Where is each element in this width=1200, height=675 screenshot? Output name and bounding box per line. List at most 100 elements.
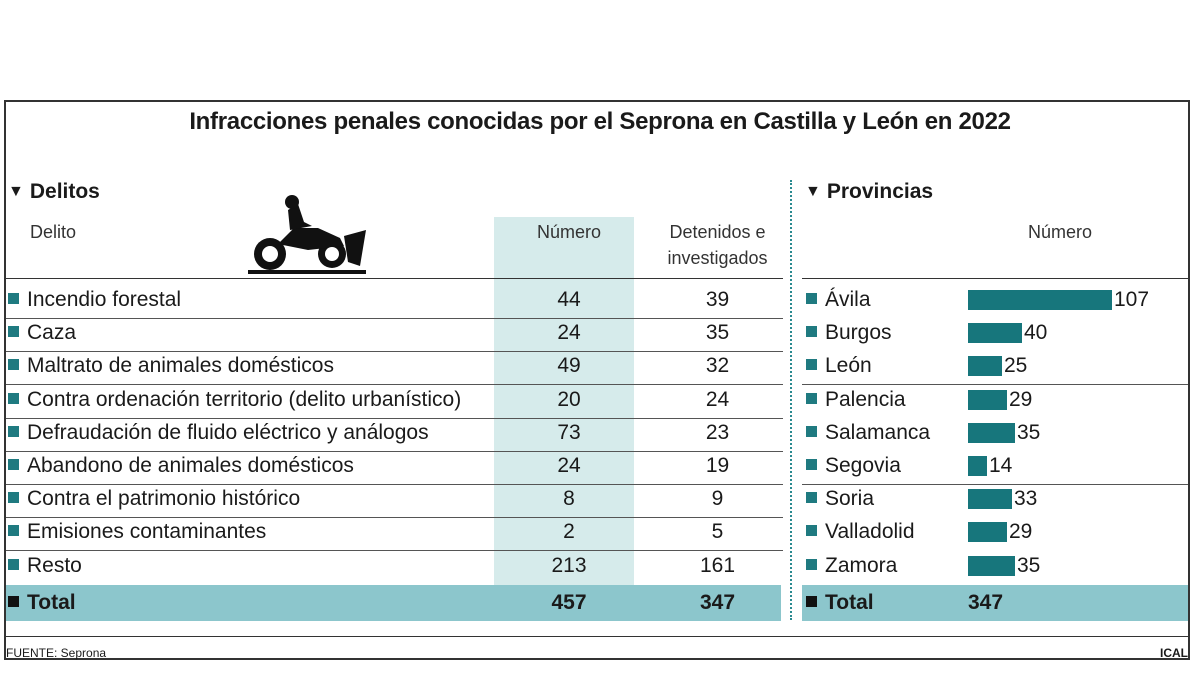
- delitos-total-numero: 457: [551, 591, 587, 614]
- section-divider: [790, 180, 792, 620]
- col-delito-header: Delito: [30, 222, 77, 242]
- delito-label-text: Emisiones contaminantes: [27, 520, 267, 544]
- delito-numero: 2: [563, 520, 575, 544]
- delito-numero: 8: [563, 487, 575, 511]
- delito-detenidos: 32: [705, 354, 730, 378]
- delito-label: Abandono de animales domésticos: [8, 454, 354, 478]
- square-bullet-icon: [806, 525, 817, 537]
- col-detenidos-header-line2: investigados: [667, 248, 768, 268]
- province-bar: [968, 522, 1007, 543]
- province-label: Valladolid: [806, 520, 915, 544]
- prov-group-rule: [802, 384, 1188, 386]
- square-bullet-icon: [806, 359, 817, 371]
- prov-group-rule: [802, 484, 1188, 485]
- delito-numero: 213: [551, 553, 587, 577]
- square-bullet-icon: [8, 558, 19, 570]
- delitos-total-label: Total: [8, 591, 76, 615]
- square-bullet-icon: [8, 392, 19, 404]
- province-label: Salamanca: [806, 421, 930, 445]
- provincias-heading: ▼ Provincias: [805, 180, 933, 204]
- province-label-text: León: [825, 354, 872, 378]
- province-bar: [968, 489, 1012, 510]
- square-bullet-icon: [8, 326, 19, 338]
- delito-detenidos: 39: [705, 288, 730, 311]
- provincias-total-label-text: Total: [825, 591, 874, 614]
- province-bar: [968, 555, 1015, 576]
- provincias-col-numero-header: Número: [1027, 222, 1093, 242]
- province-label-text: Burgos: [825, 321, 892, 345]
- delitos-total-detenidos: 347: [699, 591, 736, 614]
- provincias-heading-label: Provincias: [826, 180, 934, 203]
- triangle-down-icon: ▼: [805, 183, 821, 200]
- square-bullet-icon: [806, 293, 817, 304]
- delito-numero: 49: [557, 354, 581, 378]
- square-bullet-icon: [8, 425, 19, 437]
- delito-detenidos: 5: [711, 520, 724, 544]
- delito-detenidos: 9: [711, 487, 724, 511]
- delito-label: Maltrato de animales domésticos: [8, 354, 334, 378]
- source-note: FUENTE: Seprona: [6, 646, 107, 660]
- province-bar-value: 29: [1009, 520, 1033, 544]
- province-bar: [968, 389, 1007, 410]
- delitos-total-band: [6, 585, 781, 621]
- delito-detenidos: 19: [705, 454, 730, 477]
- province-bar: [968, 356, 1002, 377]
- delito-label: Resto: [8, 554, 82, 578]
- square-bullet-icon: [8, 492, 19, 504]
- province-label: Segovia: [806, 454, 901, 478]
- square-bullet-icon: [8, 359, 19, 371]
- province-bar-value: 35: [1017, 420, 1041, 444]
- row-rule: [6, 550, 783, 552]
- square-bullet-icon: [806, 459, 817, 470]
- provincias-total-label: Total: [806, 591, 874, 615]
- table-header-rule: [6, 278, 783, 279]
- delitos-heading: ▼ Delitos: [8, 180, 100, 204]
- row-rule: [6, 318, 783, 319]
- province-label: Zamora: [806, 554, 897, 578]
- row-rule: [6, 384, 783, 386]
- province-bar-value: 40: [1024, 321, 1048, 345]
- delito-label-text: Caza: [27, 321, 77, 345]
- delito-numero: 20: [557, 387, 581, 411]
- province-label-text: Palencia: [825, 387, 906, 411]
- square-bullet-icon: [806, 326, 817, 338]
- delito-label-text: Contra el patrimonio histórico: [27, 487, 301, 511]
- province-bar: [968, 422, 1015, 443]
- province-bar-value: 29: [1009, 387, 1033, 411]
- triangle-down-icon: ▼: [8, 183, 24, 200]
- province-bar-value: 14: [989, 454, 1013, 477]
- province-label: Burgos: [806, 321, 892, 345]
- delito-label-text: Resto: [27, 553, 82, 577]
- province-label-text: Salamanca: [825, 420, 931, 444]
- province-bar: [968, 456, 987, 476]
- province-label: Palencia: [806, 388, 906, 412]
- row-rule: [6, 417, 783, 419]
- square-bullet-icon: [806, 392, 817, 404]
- delito-detenidos: 23: [705, 420, 730, 444]
- delito-label-text: Defraudación de fluido eléctrico y análo…: [27, 420, 429, 444]
- motorcycle-rider-icon: [248, 195, 366, 274]
- infographic-frame: [4, 100, 1190, 660]
- provincias-total-band: [802, 585, 1188, 621]
- chart-title: Infracciones penales conocidas por el Se…: [189, 108, 1011, 135]
- province-bar: [968, 323, 1022, 344]
- footer-rule: [6, 636, 1188, 637]
- delito-numero: 24: [557, 321, 581, 345]
- province-label-text: Valladolid: [825, 520, 915, 544]
- square-bullet-icon: [806, 596, 817, 607]
- delito-detenidos: 24: [705, 387, 730, 411]
- delitos-heading-label: Delitos: [29, 180, 100, 203]
- square-bullet-icon: [8, 459, 19, 470]
- delito-numero: 24: [557, 454, 581, 477]
- delito-detenidos: 161: [699, 553, 736, 577]
- delito-label-text: Incendio forestal: [27, 288, 182, 311]
- square-bullet-icon: [8, 525, 19, 537]
- row-rule: [6, 517, 783, 519]
- square-bullet-icon: [8, 596, 19, 607]
- col-detenidos-header-line1: Detenidos e: [669, 222, 766, 242]
- province-label: Soria: [806, 487, 874, 511]
- province-bar: [968, 290, 1112, 310]
- province-label-text: Soria: [825, 487, 875, 511]
- square-bullet-icon: [806, 425, 817, 437]
- row-rule: [6, 484, 783, 485]
